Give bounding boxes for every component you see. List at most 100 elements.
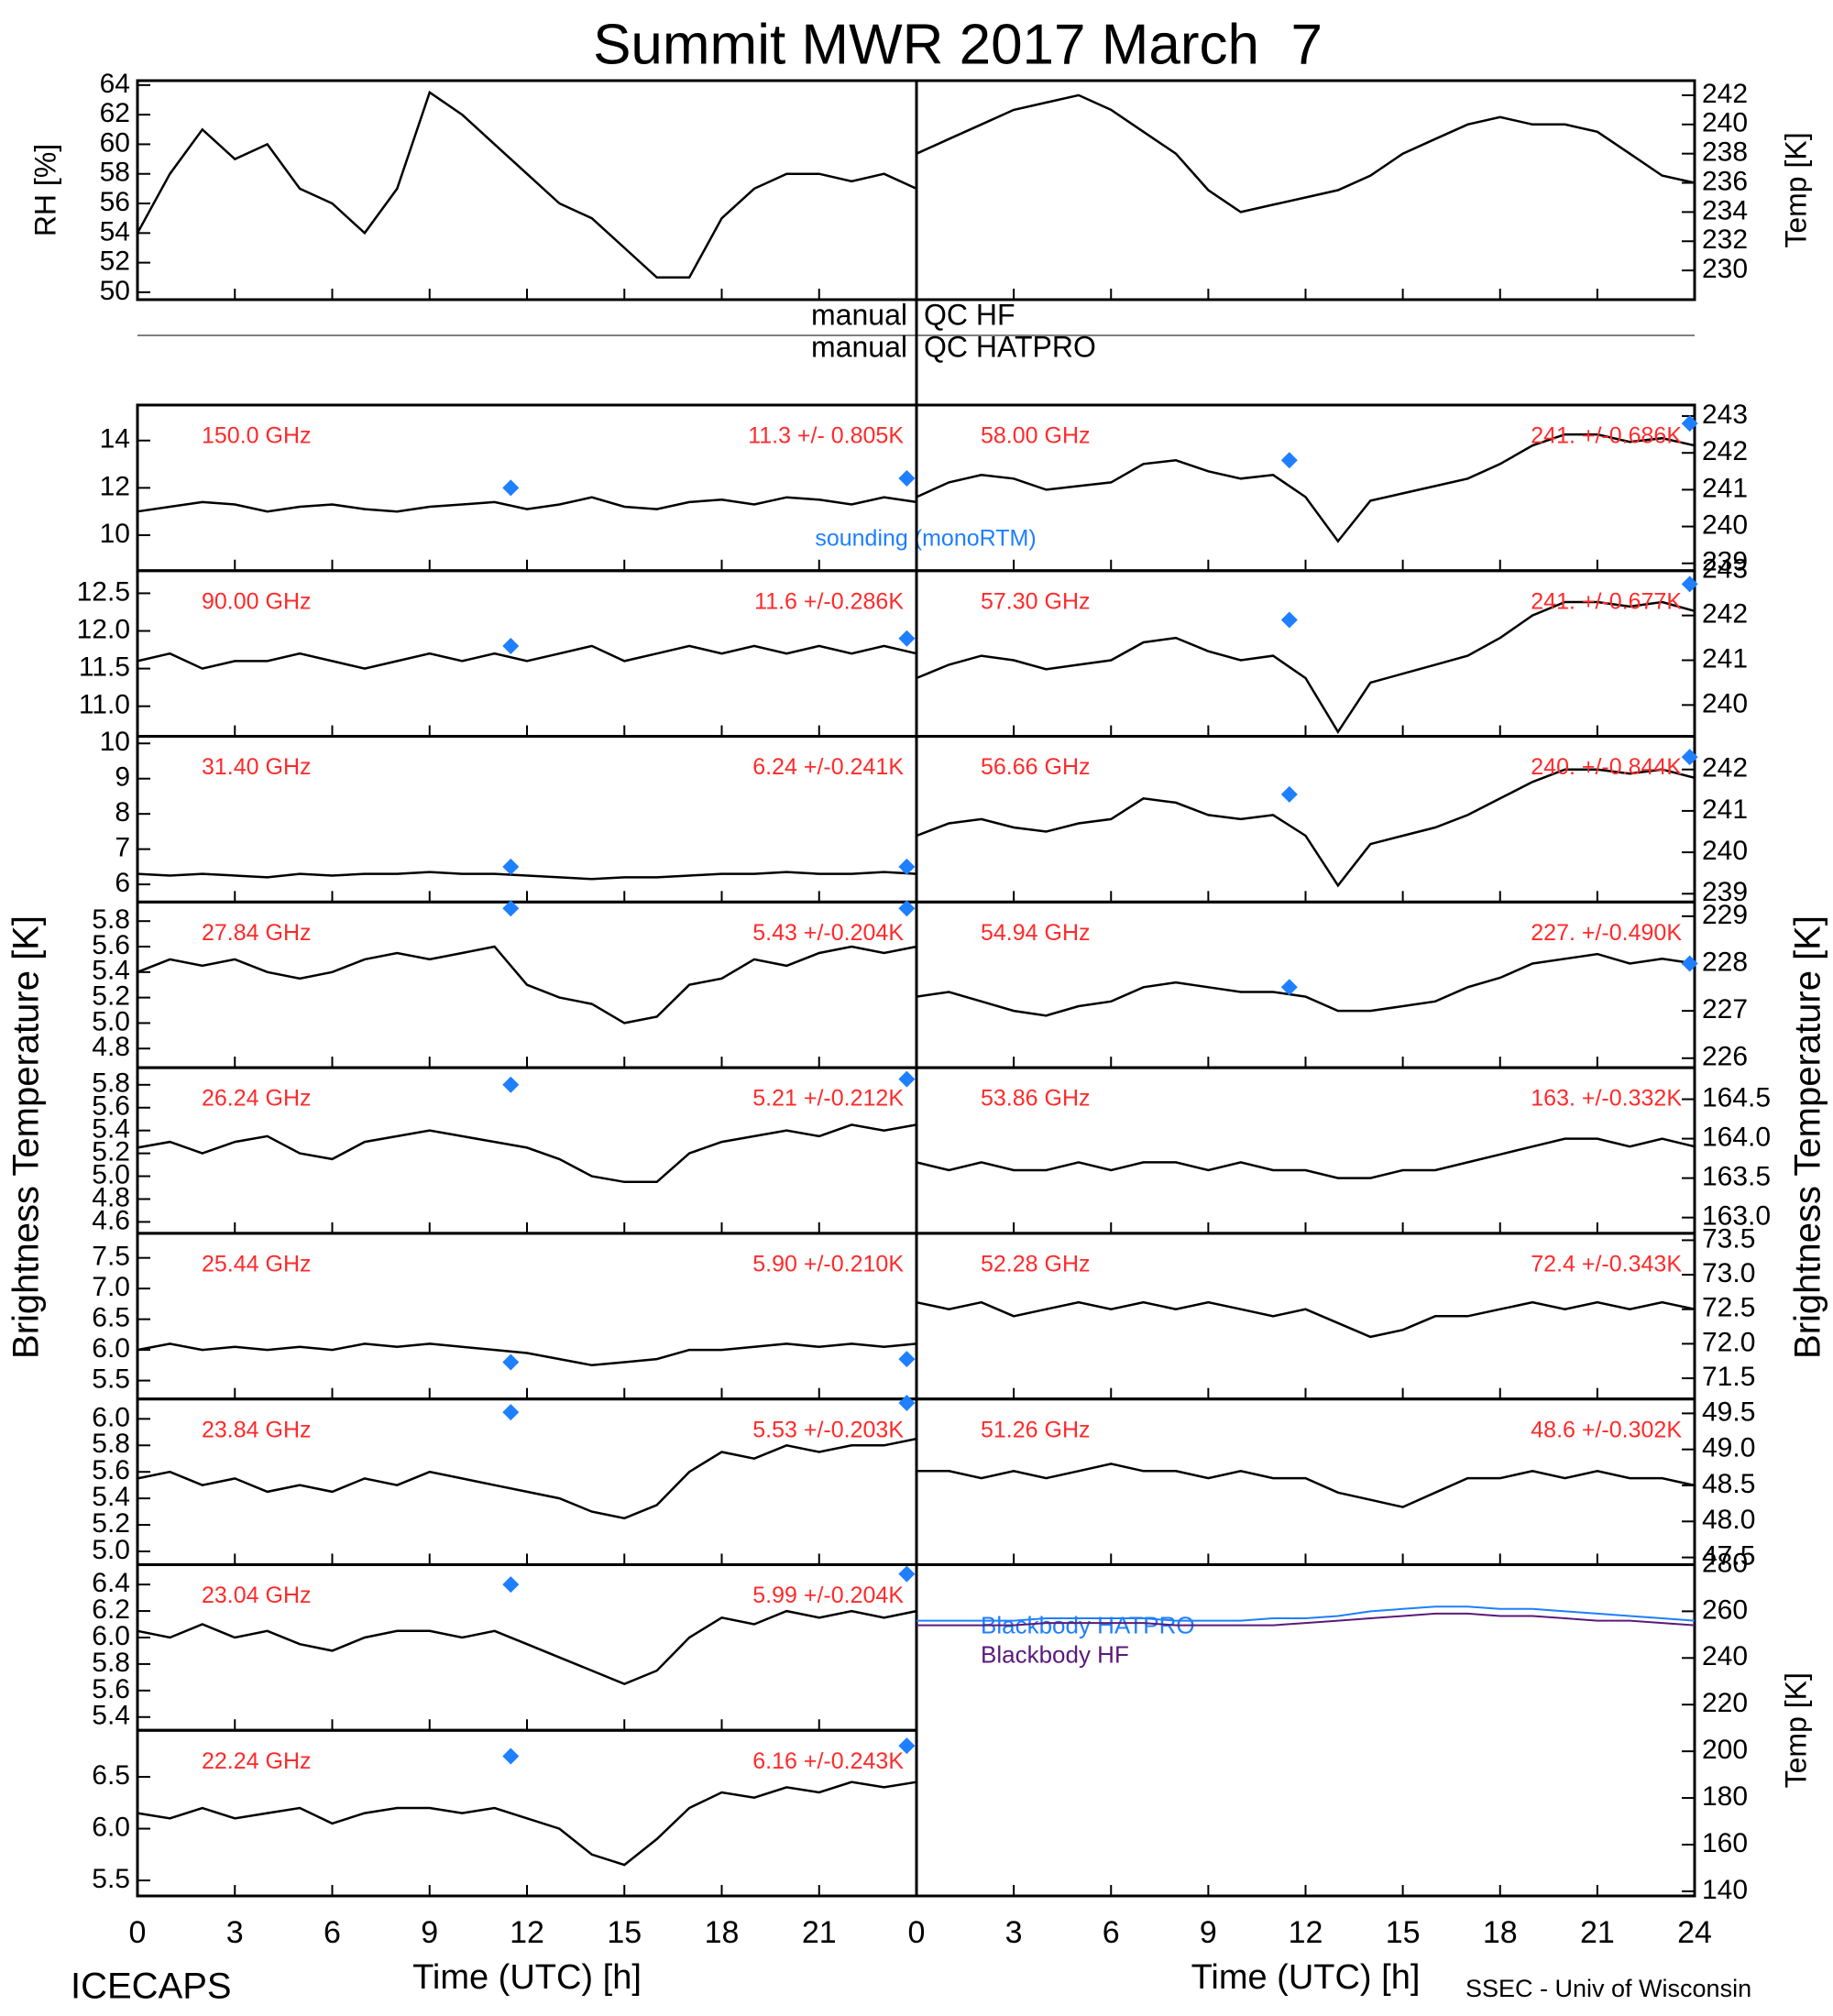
- series-line: [916, 1137, 1696, 1179]
- y-tick-label: 12: [100, 471, 130, 501]
- y-tick-label: 163.0: [1702, 1201, 1771, 1232]
- y-tick-label: 5.8: [92, 1068, 130, 1099]
- sounding-point: [898, 1070, 916, 1088]
- y-tick-label: 7.5: [92, 1242, 130, 1272]
- series-line: [916, 1612, 1696, 1627]
- channel-stat: 227. +/-0.490K: [1531, 920, 1682, 946]
- y-tick-label: 73.5: [1702, 1223, 1755, 1254]
- legend-label: Blackbody HF: [981, 1640, 1129, 1668]
- y-tick-label: 234: [1702, 195, 1748, 225]
- sounding-point: [1681, 575, 1698, 593]
- x-tick-label: 0: [908, 1915, 926, 1950]
- sounding-point: [1280, 611, 1298, 629]
- y-tick-label: 4.6: [92, 1205, 130, 1235]
- y-tick-label: 4.8: [92, 1182, 130, 1212]
- y-tick-label: 6.0: [92, 1621, 130, 1651]
- y-tick-label: 11.5: [79, 652, 130, 683]
- sounding-point: [1681, 749, 1698, 766]
- x-tick-label: 21: [1580, 1915, 1615, 1950]
- y-tick-label: 8: [115, 797, 130, 827]
- channel-label: 31.40 GHz: [202, 754, 312, 780]
- y-tick-label: 236: [1702, 166, 1748, 196]
- channel-stat: 241. +/-0.686K: [1531, 423, 1682, 449]
- y-tick-label: 6.0: [92, 1812, 130, 1842]
- y-tick-label: 52: [100, 247, 130, 277]
- channel-label: 54.94 GHz: [981, 920, 1091, 946]
- y-tick-label: 232: [1702, 225, 1748, 255]
- y-tick-label: 10: [100, 519, 130, 549]
- y-tick-label: 5.4: [92, 1701, 130, 1731]
- y-tick-label: 243: [1702, 400, 1748, 430]
- y-tick-label: 228: [1702, 947, 1748, 977]
- y-tick-label: 242: [1702, 436, 1748, 466]
- y-tick-label: 5.2: [92, 1508, 130, 1539]
- sounding-point: [502, 1748, 520, 1765]
- series-line: [136, 90, 917, 279]
- qc-label: manual: [811, 298, 907, 331]
- y-tick-label: 243: [1702, 554, 1748, 585]
- x-tick-label: 3: [226, 1915, 244, 1950]
- y-tick-label: 6.2: [92, 1594, 130, 1625]
- y-tick-label: 5.5: [92, 1364, 130, 1395]
- qc-label: manual: [811, 330, 907, 363]
- y-tick-label: 5.4: [92, 1114, 130, 1145]
- channel-label: 51.26 GHz: [981, 1417, 1091, 1442]
- channel-label: 23.04 GHz: [202, 1583, 312, 1608]
- series-line: [916, 93, 1696, 214]
- sounding-point: [502, 479, 520, 497]
- y-tick-label: 5.8: [92, 1429, 130, 1459]
- y-tick-label: 50: [100, 276, 130, 306]
- channel-label: 26.24 GHz: [202, 1086, 312, 1112]
- channel-stat: 240. +/-0.844K: [1531, 754, 1682, 780]
- qc-label: QC HF: [924, 298, 1015, 331]
- x-tick-label: 9: [421, 1915, 438, 1950]
- x-tick-label: 18: [1483, 1915, 1518, 1950]
- credit: SSEC - Univ of Wisconsin: [1465, 1975, 1751, 2002]
- series-line: [137, 871, 917, 881]
- figure-title: Summit MWR 2017 March 7: [593, 13, 1323, 76]
- channel-label: 57.30 GHz: [981, 588, 1091, 614]
- y-tick-label: 239: [1702, 877, 1748, 907]
- y-tick-label: 56: [100, 187, 130, 217]
- x-axis-title: Time (UTC) [h]: [1191, 1958, 1421, 1997]
- y-tick-label: 240: [1702, 509, 1748, 540]
- sounding-label: sounding (monoRTM): [815, 526, 1036, 552]
- y-tick-label: 7.0: [92, 1272, 130, 1302]
- y-tick-label: 5.4: [92, 956, 130, 986]
- y-tick-label: 6.0: [92, 1402, 130, 1432]
- y-tick-label: 49.0: [1702, 1433, 1755, 1463]
- y-tick-label: 73.0: [1702, 1258, 1755, 1288]
- y-tick-label: 4.8: [92, 1032, 130, 1062]
- y-tick-label: 163.5: [1702, 1162, 1771, 1192]
- y-tick-label: 5.6: [92, 1455, 130, 1485]
- y-tick-label: 239: [1702, 547, 1748, 577]
- y-tick-label: 6.5: [92, 1760, 130, 1791]
- channel-label: 27.84 GHz: [202, 920, 312, 946]
- series-line: [916, 1463, 1696, 1508]
- y-tick-label: 48.0: [1702, 1505, 1755, 1535]
- channel-label: 58.00 GHz: [981, 423, 1091, 449]
- y-tick-label: 58: [100, 158, 130, 188]
- x-tick-label: 0: [129, 1915, 147, 1950]
- channel-label: 22.24 GHz: [202, 1748, 312, 1774]
- y-tick-label: 241: [1702, 473, 1748, 503]
- y-tick-label: 49.5: [1702, 1397, 1755, 1427]
- y-tick-label: 5.0: [92, 1006, 130, 1036]
- y-tick-label: 5.2: [92, 981, 130, 1012]
- series-line: [137, 1123, 917, 1184]
- series-line: [137, 1437, 917, 1520]
- sounding-point: [1681, 415, 1698, 433]
- channel-label: 150.0 GHz: [202, 423, 312, 449]
- sounding-point: [502, 1576, 520, 1594]
- sounding-point: [898, 858, 916, 875]
- y-tick-label: 5.0: [92, 1159, 130, 1189]
- sounding-point: [1280, 979, 1298, 996]
- y-tick-label: 14: [100, 424, 130, 455]
- sounding-point: [502, 900, 520, 917]
- y-tick-label: 180: [1702, 1781, 1748, 1812]
- series-line: [916, 1605, 1696, 1622]
- channel-stat: 5.53 +/-0.203K: [752, 1417, 904, 1442]
- x-tick-label: 12: [510, 1915, 544, 1950]
- sounding-point: [898, 1395, 916, 1412]
- x-tick-label: 6: [324, 1915, 341, 1950]
